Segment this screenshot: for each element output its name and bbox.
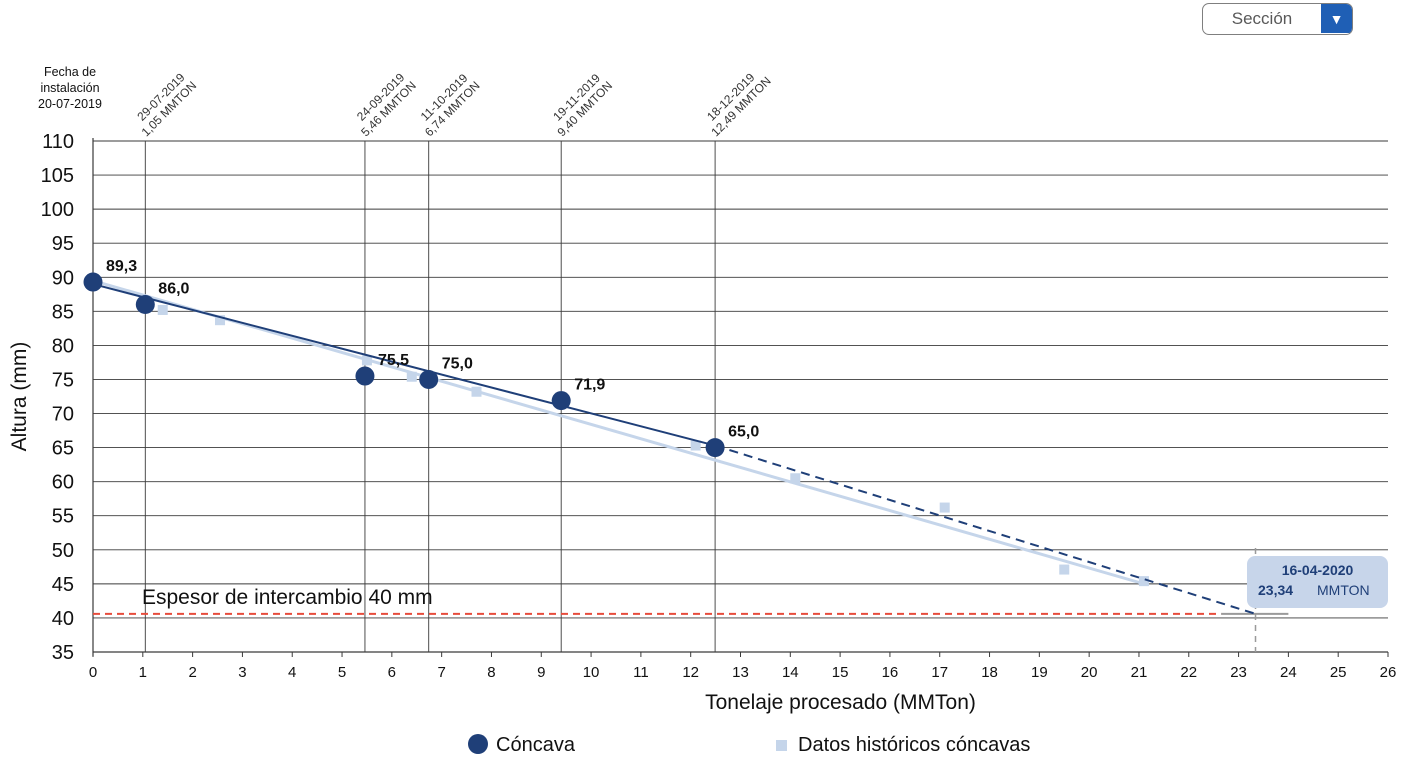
y-tick-label: 80 bbox=[52, 335, 74, 357]
install-line-1: Fecha de bbox=[43, 65, 97, 79]
x-tick-label: 1 bbox=[139, 664, 147, 681]
historicos-point bbox=[690, 440, 701, 451]
legend-item-concava: Cóncava bbox=[468, 732, 575, 758]
concava-point bbox=[355, 366, 375, 386]
x-tick-label: 24 bbox=[1280, 664, 1297, 681]
x-tick-label: 16 bbox=[882, 664, 899, 681]
y-tick-label: 95 bbox=[52, 233, 74, 255]
x-tick-label: 11 bbox=[633, 664, 649, 681]
y-tick-label: 55 bbox=[52, 506, 74, 528]
x-tick-label: 6 bbox=[388, 664, 396, 681]
legend-label-historicos: Datos históricos cóncavas bbox=[798, 734, 1031, 756]
section-dropdown-label: Sección bbox=[1231, 9, 1293, 28]
y-tick-label: 45 bbox=[52, 574, 74, 596]
historicos-point bbox=[471, 386, 482, 397]
y-tick-label: 110 bbox=[42, 131, 74, 153]
install-line-2: instalación bbox=[40, 81, 100, 95]
concava-data-label: 89,3 bbox=[106, 258, 137, 275]
x-tick-label: 26 bbox=[1380, 664, 1397, 681]
y-tick-label: 90 bbox=[52, 267, 74, 289]
x-tick-label: 23 bbox=[1230, 664, 1247, 681]
historicos-trend-line bbox=[92, 279, 1145, 586]
projection-unit: MMTON bbox=[1317, 582, 1370, 598]
legend-circle-icon bbox=[468, 734, 488, 754]
legend-item-historicos: Datos históricos cóncavas bbox=[776, 732, 1030, 758]
x-tick-label: 9 bbox=[537, 664, 545, 681]
concava-data-label: 71,9 bbox=[574, 377, 605, 394]
x-tick-label: 22 bbox=[1180, 664, 1197, 681]
projection-date: 16-04-2020 bbox=[1281, 562, 1354, 578]
x-tick-label: 20 bbox=[1081, 664, 1098, 681]
historicos-point bbox=[1138, 576, 1149, 587]
x-tick-label: 19 bbox=[1031, 664, 1048, 681]
x-tick-label: 4 bbox=[288, 664, 296, 681]
x-tick-label: 0 bbox=[89, 664, 97, 681]
y-tick-label: 70 bbox=[52, 404, 74, 426]
x-tick-label: 15 bbox=[832, 664, 849, 681]
projection-callout: 16-04-2020 23,34 MMTON bbox=[1247, 556, 1388, 608]
x-tick-label: 5 bbox=[338, 664, 346, 681]
y-axis-title: Altura (mm) bbox=[8, 342, 31, 452]
historicos-point bbox=[406, 371, 417, 382]
x-tick-label: 10 bbox=[583, 664, 600, 681]
section-dropdown[interactable]: Sección ▼ bbox=[1202, 3, 1353, 35]
x-tick-label: 12 bbox=[682, 664, 699, 681]
legend-label-concava: Cóncava bbox=[496, 734, 575, 756]
x-tick-label: 13 bbox=[732, 664, 749, 681]
x-tick-label: 25 bbox=[1330, 664, 1347, 681]
concava-projection-line bbox=[714, 444, 1256, 615]
y-tick-label: 85 bbox=[52, 301, 74, 323]
x-tick-label: 8 bbox=[487, 664, 495, 681]
x-tick-label: 7 bbox=[437, 664, 445, 681]
dropdown-arrow-icon[interactable]: ▼ bbox=[1321, 4, 1352, 33]
y-tick-label: 60 bbox=[52, 472, 74, 494]
concava-point bbox=[83, 272, 103, 292]
historicos-point bbox=[790, 473, 801, 484]
concava-point bbox=[419, 369, 439, 389]
y-tick-label: 100 bbox=[41, 199, 74, 221]
y-tick-label: 65 bbox=[52, 438, 74, 460]
historicos-point bbox=[157, 304, 168, 315]
concava-data-label: 75,5 bbox=[378, 352, 409, 369]
x-axis-title: Tonelaje procesado (MMTon) bbox=[705, 691, 976, 714]
legend-square-icon bbox=[776, 740, 787, 751]
y-tick-label: 105 bbox=[41, 165, 74, 187]
x-tick-label: 3 bbox=[238, 664, 246, 681]
historicos-point bbox=[939, 502, 950, 513]
concava-point bbox=[551, 391, 571, 411]
y-tick-label: 35 bbox=[52, 642, 74, 664]
concava-trend-line bbox=[92, 283, 716, 447]
x-tick-label: 2 bbox=[188, 664, 196, 681]
concava-point bbox=[135, 295, 155, 315]
install-line-3: 20-07-2019 bbox=[38, 97, 102, 111]
historicos-point bbox=[1059, 564, 1070, 575]
x-tick-label: 21 bbox=[1131, 664, 1148, 681]
concava-data-label: 86,0 bbox=[158, 281, 189, 298]
concava-data-label: 75,0 bbox=[442, 355, 473, 372]
y-tick-label: 40 bbox=[52, 608, 74, 630]
x-tick-label: 17 bbox=[931, 664, 948, 681]
historicos-point bbox=[361, 355, 372, 366]
y-tick-label: 50 bbox=[52, 540, 74, 562]
threshold-label: Espesor de intercambio 40 mm bbox=[142, 586, 433, 609]
x-tick-label: 18 bbox=[981, 664, 998, 681]
projection-value: 23,34 bbox=[1258, 582, 1294, 598]
concava-point bbox=[705, 438, 725, 458]
x-tick-label: 14 bbox=[782, 664, 799, 681]
install-date-label: Fecha de instalación 20-07-2019 bbox=[22, 64, 118, 112]
historicos-point bbox=[215, 315, 226, 326]
y-tick-label: 75 bbox=[52, 369, 74, 391]
concava-data-label: 65,0 bbox=[728, 424, 759, 441]
